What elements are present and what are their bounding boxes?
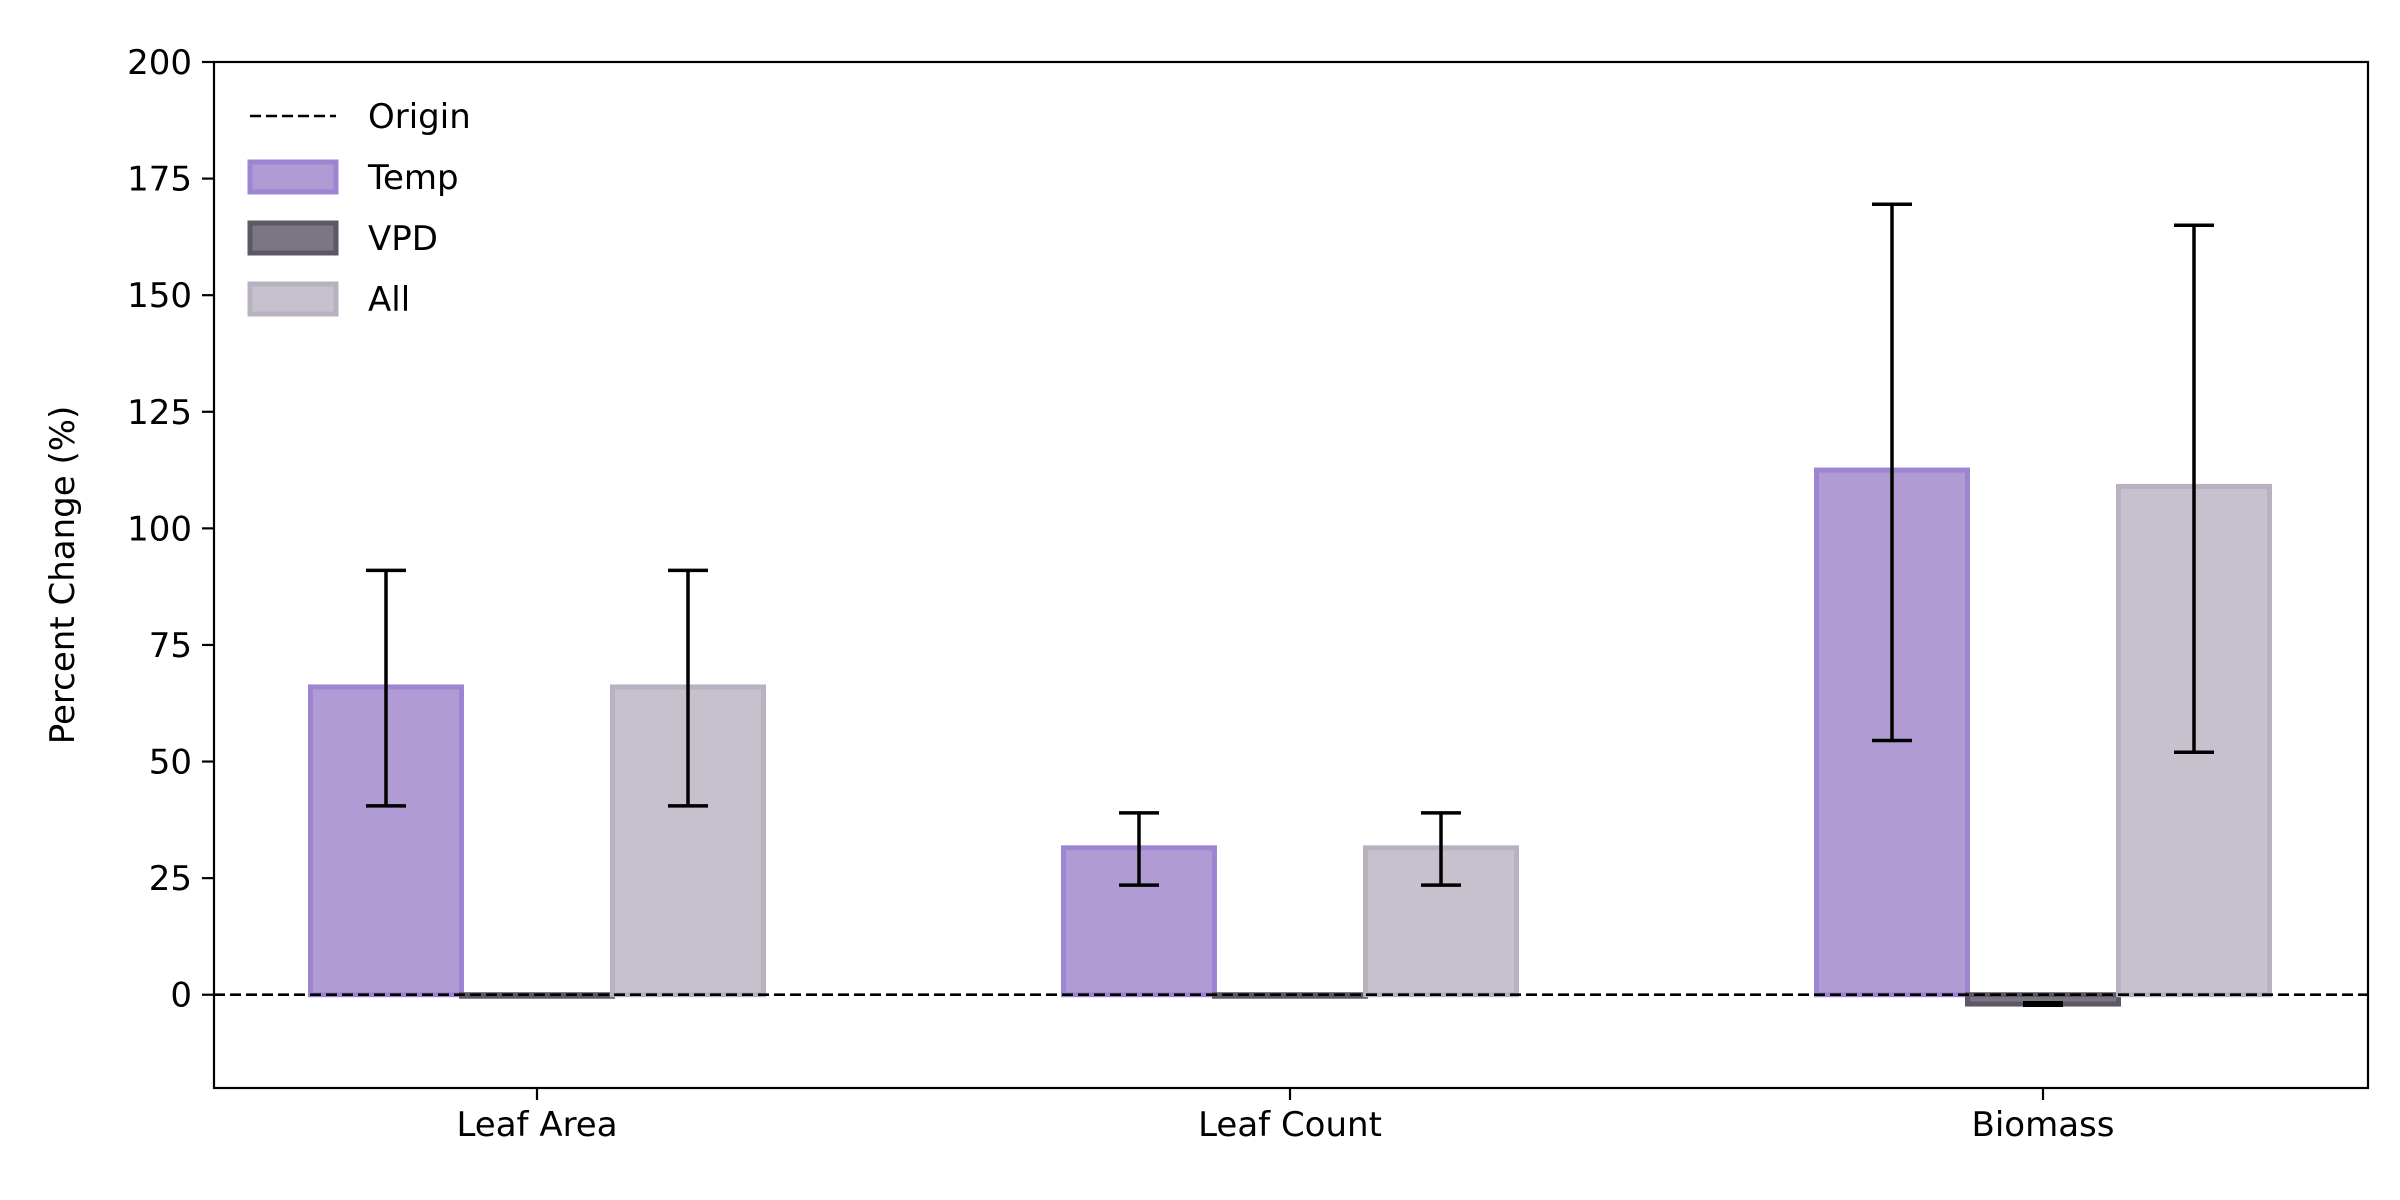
y-tick-label: 25 [149,859,192,899]
y-axis-ticks: 0 25 50 75 100 125 150 175 200 [127,43,214,1016]
legend-entry-origin: Origin [250,97,471,137]
x-axis-ticks: Leaf Area Leaf Count Biomass [456,1088,2114,1145]
x-tick-label: Leaf Area [456,1105,617,1145]
legend-label: VPD [368,219,438,259]
legend-label: Temp [367,158,459,198]
legend-swatch-temp [247,159,339,195]
legend-swatch-vpd [247,220,339,256]
error-bar-temp-leaf-count [1119,811,1159,887]
legend-label: Origin [368,97,471,137]
legend-entry-temp: Temp [247,158,459,198]
x-tick-label: Leaf Count [1198,1105,1382,1145]
error-bar-all-leaf-area [668,568,708,808]
legend-entry-all: All [247,280,410,320]
y-tick-label: 75 [149,626,192,666]
error-bar-all-leaf-count [1421,811,1461,887]
y-tick-label: 125 [127,393,192,433]
y-tick-label: 0 [170,976,192,1016]
legend: Origin Temp VPD All [247,97,471,320]
error-bar-temp-biomass [1872,202,1912,743]
legend-swatch-all [247,281,339,317]
y-tick-label: 175 [127,160,192,200]
legend-label: All [368,280,410,320]
y-tick-label: 200 [127,43,192,83]
plot-area [214,62,2368,1088]
x-tick-label: Biomass [1972,1105,2115,1145]
error-bars-layer [366,202,2214,1008]
y-tick-label: 100 [127,509,192,549]
legend-entry-vpd: VPD [247,219,438,259]
y-axis-label: Percent Change (%) [43,406,83,745]
error-bar-all-biomass [2174,223,2214,754]
y-tick-label: 50 [149,743,192,783]
error-bar-temp-leaf-area [366,568,406,808]
y-tick-label: 150 [127,276,192,316]
error-bar-vpd-biomass [2023,1001,2063,1008]
